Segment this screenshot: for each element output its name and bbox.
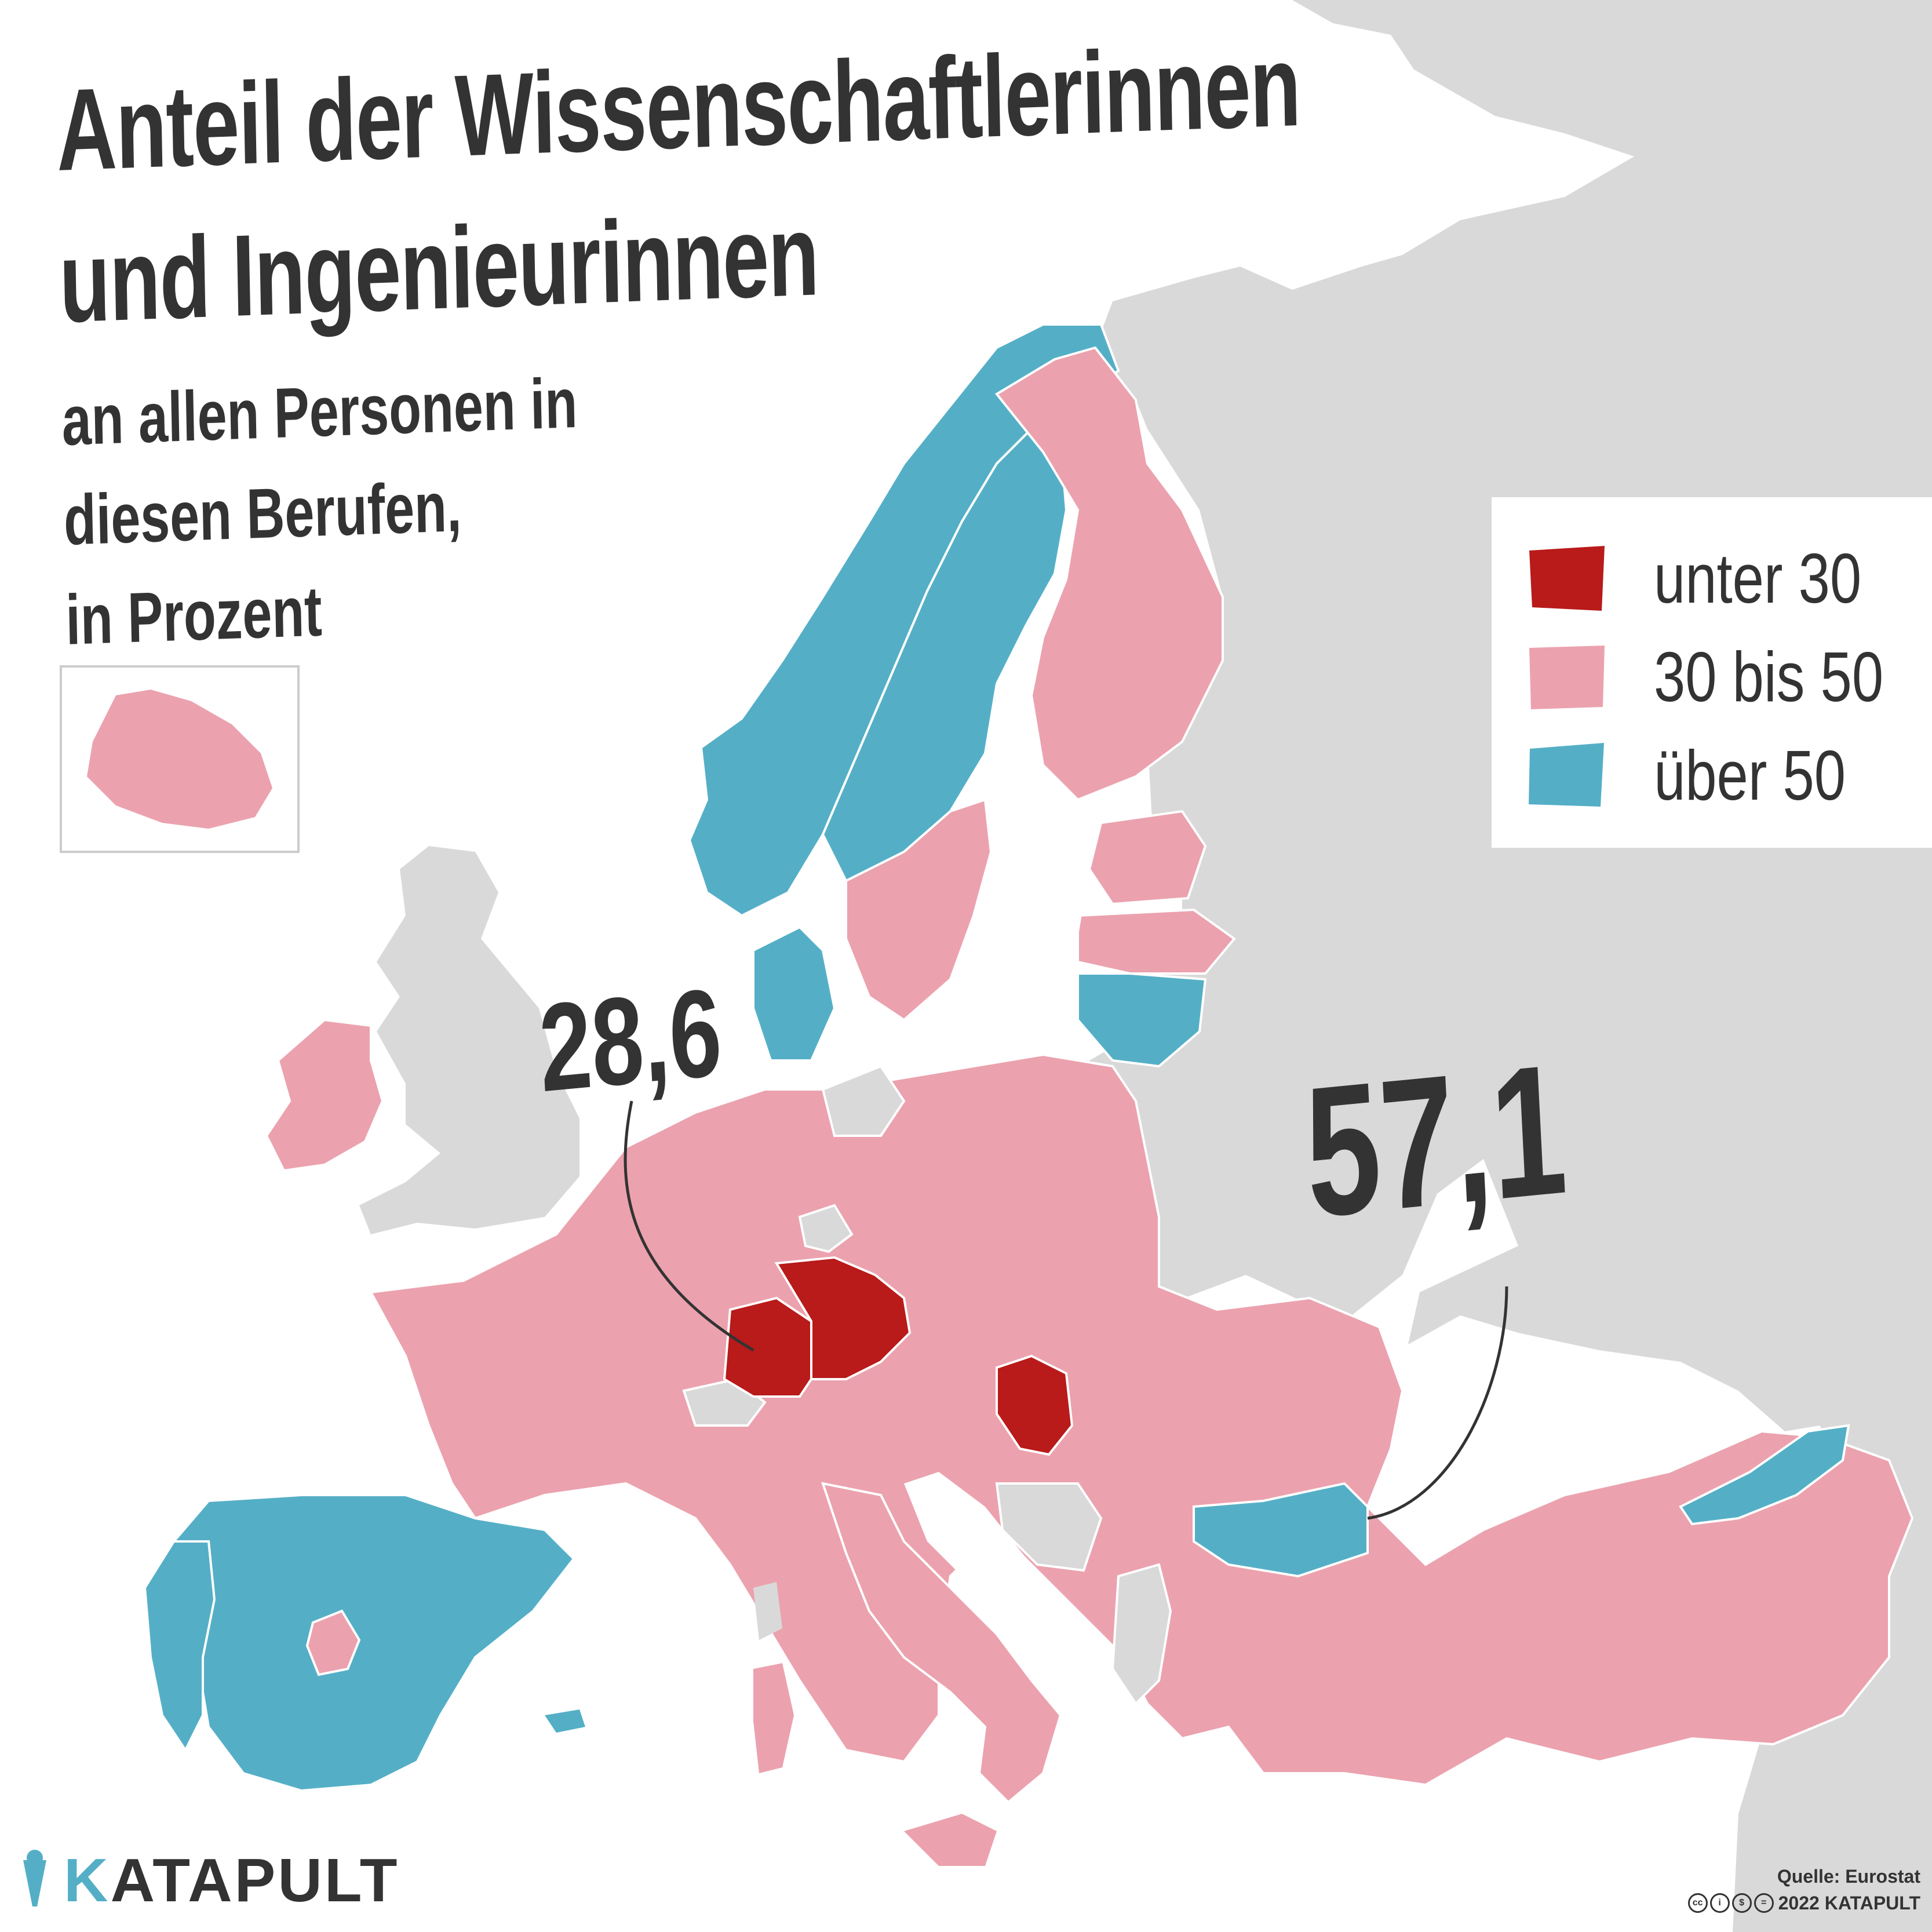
lithuania [1077,972,1207,1068]
by-icon: i [1709,1893,1730,1913]
baltic-sea [950,765,1089,1043]
callout-max-value: 57,1 [1301,1024,1571,1257]
madrid-region [305,1609,361,1676]
legend-swatch-ueber-50 [1529,743,1604,807]
page-title: Anteil der Wissenschaftlerinnen und Inge… [55,10,1304,359]
subtitle-line-1: an allen Personen in [61,363,578,460]
sardinia [753,1663,794,1773]
katapult-icon [23,1850,46,1907]
spain [172,1494,575,1792]
bosnia [995,1482,1103,1572]
legend-label-30-bis-50: 30 bis 50 [1654,637,1884,716]
kosovo-albania [1111,1563,1172,1706]
balearic-islands [545,1709,585,1733]
italy [821,1482,1062,1804]
czech-grey [798,1204,854,1253]
latvia [1077,908,1236,975]
subtitle-line-3: in Prozent [65,571,323,659]
turkey-north-coast [1679,1424,1850,1526]
ireland [265,1018,384,1172]
region-hungary [996,1354,1074,1456]
subtitle: an allen Personen in diesen Berufen, in … [61,353,582,670]
legend-label-ueber-50: über 50 [1654,736,1846,815]
netherlands [821,1065,906,1137]
cc-icon: cc [1687,1893,1708,1913]
adriatic-sea [904,1472,1078,1669]
brand-initial: K [64,1846,111,1915]
denmark [752,925,836,1062]
great-britain [359,846,579,1234]
region-baden-wuerttemberg [723,1296,812,1398]
portugal [143,1540,216,1752]
subtitle-line-2: diesen Berufen, [63,466,462,560]
brand-wordmark: KATAPULT [64,1843,400,1918]
iceland [87,690,272,829]
legend-item-unter-30: unter 30 [1526,532,1920,625]
copyright-text: 2022 KATAPULT [1778,1893,1920,1913]
legend-item-ueber-50: über 50 [1526,729,1920,822]
legend-label-unter-30: unter 30 [1654,539,1862,618]
leader-line-min [624,1100,754,1352]
sweden-south [845,798,993,1022]
legend-swatch-30-bis-50 [1529,646,1605,709]
cc-license-icons: cc i $ = [1687,1893,1774,1913]
legend-item-30-bis-50: 30 bis 50 [1526,630,1920,723]
nd-icon: = [1754,1893,1774,1913]
leader-line-max [1367,1286,1508,1520]
finland [995,346,1224,801]
callout-min-value: 28,6 [535,961,725,1118]
region-bavaria [774,1256,912,1380]
nc-icon: $ [1731,1893,1752,1913]
legend-swatch-unter-30 [1529,546,1605,611]
source-line: Quelle: Eurostat [1777,1866,1920,1887]
legend: unter 30 30 bis 50 über 50 [1492,497,1932,848]
estonia [1088,810,1207,906]
copyright-row: cc i $ = 2022 KATAPULT [1687,1890,1920,1916]
black-sea [1333,1315,1843,1565]
source-credit: Quelle: Eurostat cc i $ = 2022 KATAPULT [1687,1863,1920,1916]
bulgaria [1193,1482,1369,1578]
corsica [753,1582,782,1640]
sicily [904,1814,997,1866]
brand-rest: ATAPULT [110,1846,400,1915]
